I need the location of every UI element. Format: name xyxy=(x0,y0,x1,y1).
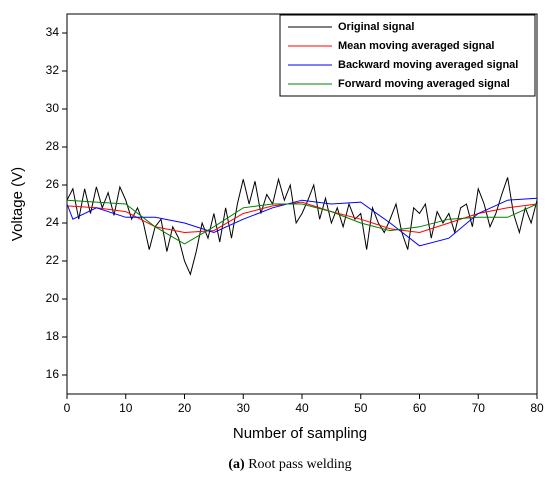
series-line xyxy=(66,199,538,245)
caption-text: Root pass welding xyxy=(248,457,351,472)
y-tick-label: 16 xyxy=(46,367,60,381)
legend-box xyxy=(279,14,536,97)
x-tick-label: 20 xyxy=(178,401,192,415)
y-tick-label: 20 xyxy=(46,291,60,305)
caption: (a) Root pass welding xyxy=(228,457,351,472)
y-axis-label: Voltage (V) xyxy=(9,167,26,241)
x-tick-label: 50 xyxy=(354,401,368,415)
x-axis-label: Number of sampling xyxy=(233,425,367,442)
y-tick-label: 32 xyxy=(46,63,60,77)
y-tick-label: 18 xyxy=(46,329,60,343)
legend-label: Mean moving averaged signal xyxy=(338,40,495,52)
x-tick-label: 70 xyxy=(472,401,486,415)
legend-label: Forward moving averaged signal xyxy=(338,78,510,90)
x-tick-label: 40 xyxy=(295,401,309,415)
y-tick-label: 30 xyxy=(46,101,60,115)
series-line xyxy=(66,201,538,234)
series-line xyxy=(66,177,538,276)
x-tick-label: 80 xyxy=(530,401,544,415)
y-tick-label: 22 xyxy=(46,253,60,267)
x-tick-label: 60 xyxy=(413,401,427,415)
legend-label: Backward moving averaged signal xyxy=(338,59,518,71)
caption-label: (a) xyxy=(228,457,245,472)
x-tick-label: 10 xyxy=(119,401,133,415)
y-tick-label: 26 xyxy=(46,177,60,191)
x-tick-label: 30 xyxy=(237,401,251,415)
y-tick-label: 24 xyxy=(46,215,60,229)
y-tick-label: 28 xyxy=(46,139,60,153)
legend-label: Original signal xyxy=(338,21,414,33)
x-tick-label: 0 xyxy=(64,401,71,415)
y-tick-label: 34 xyxy=(46,25,60,39)
